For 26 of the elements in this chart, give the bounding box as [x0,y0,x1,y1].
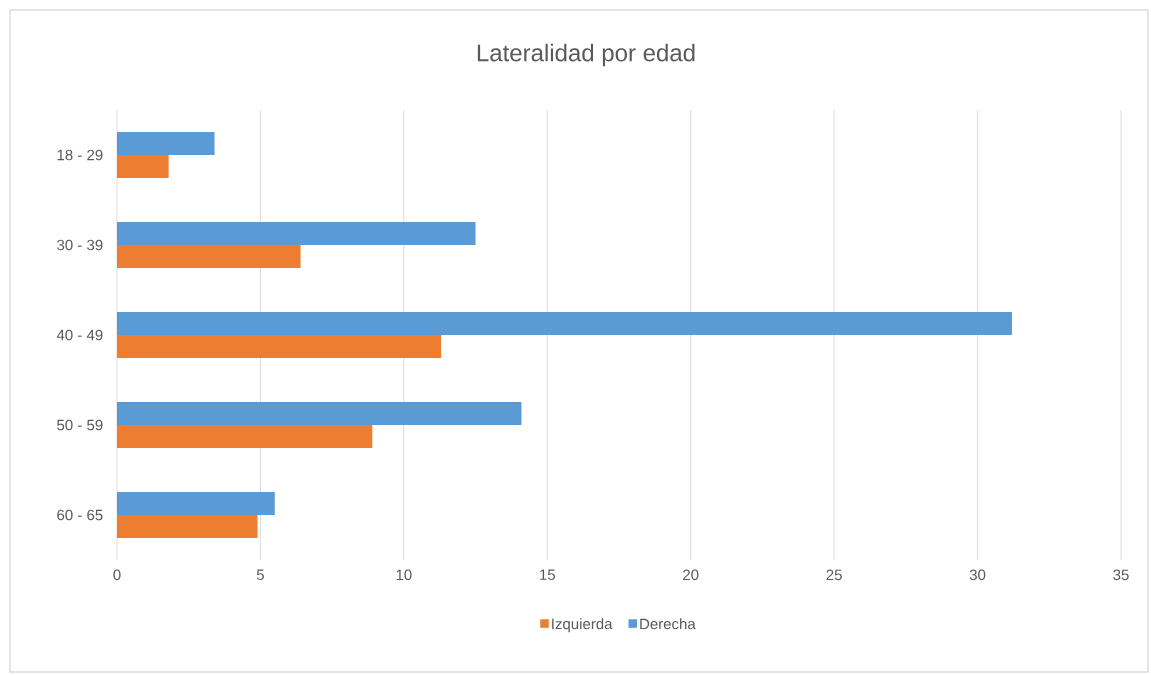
y-tick-label: 50 - 59 [57,419,103,431]
x-tick-label: 10 [396,569,412,581]
y-tick-label: 40 - 49 [56,329,103,341]
x-tick-label: 0 [113,569,121,581]
bar [117,515,258,538]
bar [117,155,169,178]
x-tick-label: 35 [1113,569,1129,581]
bar [117,425,373,448]
x-tick-label: 20 [683,569,699,581]
x-tick-label: 5 [256,569,264,580]
y-tick-label: 60 - 65 [57,509,103,521]
bar [117,312,1012,335]
chart-title: Lateralidad por edad [477,43,695,67]
y-tick-label: 18 - 29 [57,149,103,161]
bar [117,492,275,515]
x-tick-label: 15 [540,569,555,580]
bar [117,402,522,425]
x-tick-label: 30 [969,569,986,581]
legend-label: Izquierda [552,618,613,633]
bar [117,132,215,155]
x-tick-label: 25 [826,569,842,581]
bar [117,335,442,358]
y-tick-label: 30 - 39 [57,239,103,251]
bar [117,222,476,245]
legend-label: Derecha [640,618,696,630]
bar [117,245,301,268]
